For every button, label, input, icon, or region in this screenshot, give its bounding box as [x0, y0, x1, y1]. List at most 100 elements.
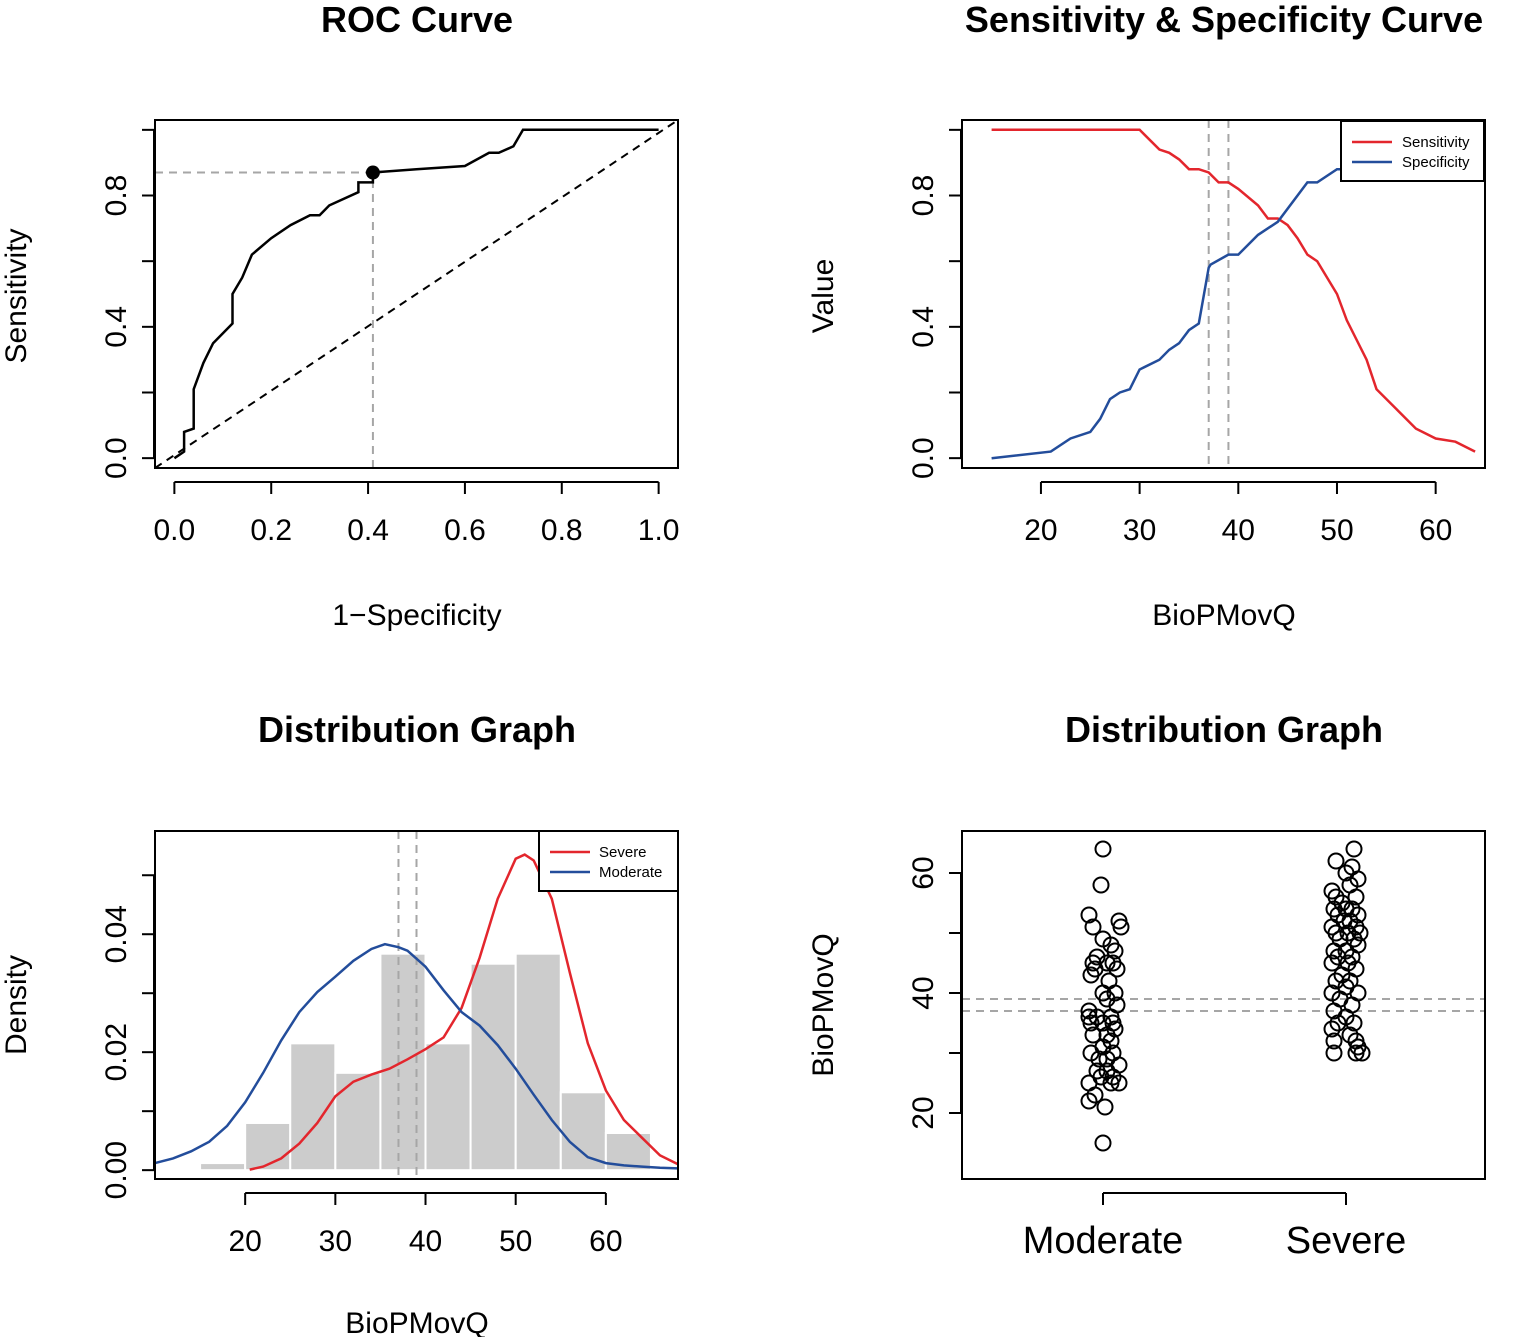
legend-moderate-label: Moderate: [599, 864, 662, 881]
roc-diagonal-reference: [154, 119, 679, 469]
roc-curve-line: [173, 128, 659, 460]
roc-xlabel: 1−Specificity: [332, 599, 501, 632]
strip-xtick-severe: Severe: [1286, 1220, 1406, 1262]
strip-point-severe: [1327, 852, 1345, 870]
sensspec-x-tick-label: 30: [1123, 514, 1156, 547]
strip-point-severe: [1345, 1014, 1363, 1032]
strip-point-moderate: [1082, 1014, 1100, 1032]
legend-specificity-label: Specificity: [1402, 154, 1470, 171]
strip-point-moderate: [1098, 1062, 1116, 1080]
sensspec-specificity-line: [991, 128, 1476, 460]
strip-point-moderate: [1110, 1074, 1128, 1092]
strip-point-moderate: [1092, 876, 1110, 894]
sensspec-x-tick-label: 50: [1320, 514, 1353, 547]
sensspec-y-tick-label: 0.8: [907, 175, 940, 217]
sensspec-ylabel: Value: [807, 259, 840, 334]
density-histogram-bar: [514, 952, 562, 1172]
strip-point-moderate: [1086, 1086, 1104, 1104]
strip-y-tick-label: 40: [907, 976, 940, 1009]
strip-point-moderate: [1102, 1074, 1120, 1092]
sensspec-y-tick-label: 0.4: [907, 306, 940, 348]
sensspec-plot-frame: [961, 119, 1486, 469]
roc-panel: ROC Curve 1−Specificity Sensitivity 0.0 0…: [0, 0, 679, 632]
sensspec-x-tick-label: 60: [1419, 514, 1452, 547]
roc-x-tick-label: 0.6: [444, 514, 486, 547]
density-histogram-bar: [244, 1121, 292, 1172]
density-moderate-curve: [154, 942, 679, 1170]
strip-point-moderate: [1084, 1026, 1102, 1044]
strip-point-severe: [1347, 1044, 1365, 1062]
strip-point-moderate: [1106, 942, 1124, 960]
density-y-tick-label: 0.04: [100, 905, 133, 963]
strip-point-severe: [1327, 888, 1345, 906]
roc-title: ROC Curve: [321, 0, 513, 40]
density-xlabel: BioPMovQ: [345, 1307, 488, 1337]
roc-x-tick-label: 0.0: [154, 514, 196, 547]
density-histogram-bar: [334, 1071, 382, 1172]
roc-y-tick-label: 0.0: [100, 437, 133, 479]
strip-title: Distribution Graph: [1065, 709, 1383, 750]
density-legend: Severe Moderate: [538, 830, 679, 892]
roc-y-tick-label: 0.8: [100, 175, 133, 217]
density-x-tick-label: 60: [589, 1225, 622, 1258]
strip-point-severe: [1341, 1026, 1359, 1044]
density-y-tick-label: 0.02: [100, 1023, 133, 1081]
sensspec-title: Sensitivity & Specificity Curve: [965, 0, 1483, 40]
strip-y-tick-label: 20: [907, 1096, 940, 1129]
sensspec-xlabel: BioPMovQ: [1152, 599, 1295, 632]
strip-point-severe: [1345, 840, 1363, 858]
strip-point-moderate: [1094, 1134, 1112, 1152]
density-x-tick-label: 40: [409, 1225, 442, 1258]
density-x-tick-label: 30: [319, 1225, 352, 1258]
density-title: Distribution Graph: [258, 709, 576, 750]
sensspec-sensitivity-line: [991, 128, 1476, 453]
density-x-tick-label: 20: [228, 1225, 261, 1258]
strip-point-moderate: [1112, 918, 1130, 936]
density-x-tick-label: 50: [499, 1225, 532, 1258]
sensspec-y-tick-label: 0.0: [907, 437, 940, 479]
roc-ylabel: Sensitivity: [0, 228, 33, 363]
strip-plot-frame: [961, 830, 1486, 1180]
roc-x-tick-label: 0.8: [541, 514, 583, 547]
sensspec-legend-box: [1340, 120, 1485, 182]
roc-y-tick-label: 0.4: [100, 306, 133, 348]
strip-point-moderate: [1080, 906, 1098, 924]
density-histogram-bar: [424, 1042, 472, 1172]
density-severe-curve: [249, 853, 679, 1171]
sensspec-legend: Sensitivity Specificity: [1340, 120, 1485, 182]
density-legend-box: [538, 830, 679, 892]
strip-point-moderate: [1108, 960, 1126, 978]
strip-point-severe: [1347, 888, 1365, 906]
strip-point-moderate: [1090, 1050, 1108, 1068]
strip-point-severe: [1343, 900, 1361, 918]
sensspec-x-tick-label: 40: [1222, 514, 1255, 547]
roc-optimal-point: [365, 165, 380, 180]
strip-point-severe: [1325, 1044, 1343, 1062]
density-panel: Distribution Graph BioPMovQ Density 20 30…: [0, 709, 679, 1337]
density-histogram-bar: [199, 1162, 247, 1172]
sensspec-panel: Sensitivity & Specificity Curve BioPMovQ…: [807, 0, 1486, 632]
density-ylabel: Density: [0, 955, 33, 1055]
legend-severe-label: Severe: [599, 844, 647, 861]
strip-point-severe: [1325, 1032, 1343, 1050]
strip-panel: Distribution Graph BioPMovQ 20 40 60 Moder…: [807, 709, 1486, 1262]
roc-x-tick-label: 0.4: [347, 514, 389, 547]
roc-plot-frame: [154, 119, 679, 469]
strip-point-moderate: [1098, 990, 1116, 1008]
density-plot-frame: [154, 830, 679, 1180]
strip-point-severe: [1353, 1044, 1371, 1062]
sensspec-x-tick-label: 20: [1024, 514, 1057, 547]
strip-point-severe: [1341, 912, 1359, 930]
strip-point-moderate: [1096, 1098, 1114, 1116]
strip-ylabel: BioPMovQ: [807, 933, 840, 1076]
strip-point-moderate: [1082, 966, 1100, 984]
roc-x-tick-label: 0.2: [250, 514, 292, 547]
legend-sensitivity-label: Sensitivity: [1402, 134, 1470, 151]
strip-xtick-moderate: Moderate: [1023, 1220, 1184, 1262]
strip-point-severe: [1351, 924, 1369, 942]
strip-y-tick-label: 60: [907, 856, 940, 889]
density-histogram-bar: [559, 1091, 607, 1172]
density-y-tick-label: 0.00: [100, 1141, 133, 1199]
strip-point-moderate: [1080, 1092, 1098, 1110]
strip-point-moderate: [1094, 840, 1112, 858]
